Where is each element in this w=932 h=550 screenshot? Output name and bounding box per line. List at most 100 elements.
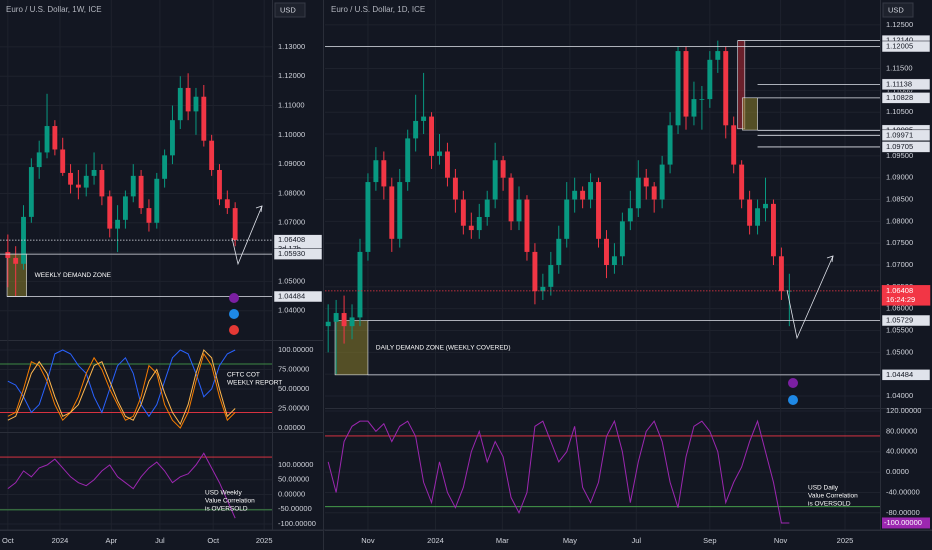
candle-body	[52, 126, 58, 150]
event-icon[interactable]	[229, 309, 239, 319]
event-icon[interactable]	[229, 325, 239, 335]
x-tick-label: Jul	[155, 536, 165, 545]
event-icon[interactable]	[788, 395, 798, 405]
candle-body	[556, 238, 562, 266]
candle-body	[643, 177, 649, 187]
x-tick-label: May	[563, 536, 577, 545]
y-tick-label: 75.00000	[278, 364, 309, 373]
y-tick-label: 1.10000	[278, 130, 305, 139]
candle-body	[444, 151, 450, 178]
candle-body	[60, 149, 66, 173]
candle-body	[747, 199, 753, 226]
candle-body	[452, 177, 458, 200]
y-tick-label: 1.05000	[886, 347, 913, 356]
candle-body	[524, 199, 530, 252]
candle-body	[209, 140, 215, 170]
level-label: 1.10828	[886, 93, 913, 102]
candle-body	[627, 208, 633, 222]
candle-body	[635, 177, 641, 209]
candle-body	[21, 216, 26, 264]
y-tick-label: 80.00000	[886, 426, 917, 435]
y-tick-label: 120.00000	[886, 406, 921, 415]
candle-body	[484, 199, 490, 217]
candle-body	[5, 252, 11, 258]
candle-body	[397, 182, 403, 239]
annotation: USD Daily	[808, 485, 839, 492]
candle-body	[763, 203, 768, 209]
candle-body	[500, 160, 506, 178]
candle-body	[651, 186, 657, 200]
y-tick-label: 50.00000	[278, 475, 309, 484]
event-icon[interactable]	[788, 378, 798, 388]
y-tick-label: 100.00000	[278, 345, 313, 354]
y-tick-label: 1.10500	[886, 107, 913, 116]
level-label: 1.09971	[886, 130, 913, 139]
axis-unit: USD	[888, 5, 904, 14]
candle-body	[44, 126, 50, 153]
candle-body	[83, 175, 89, 188]
y-tick-label: 1.11500	[886, 64, 913, 73]
annotation: is OVERSOLD	[205, 506, 248, 513]
level-label-box	[273, 290, 323, 303]
y-tick-label: 50.00000	[278, 384, 309, 393]
y-tick-label: 1.07000	[278, 218, 305, 227]
candle-body	[75, 184, 81, 188]
y-tick-label: 1.09500	[886, 151, 913, 160]
candle-body	[611, 256, 617, 266]
candle-body	[468, 225, 474, 231]
y-tick-label: 40.00000	[886, 447, 917, 456]
candle-body	[437, 151, 442, 156]
y-tick-label: 1.05500	[886, 325, 913, 334]
level-label: 1.05930	[278, 249, 305, 258]
level-label: 1.12140	[886, 36, 913, 45]
level-label: 1.06408	[886, 286, 913, 295]
candle-body	[389, 186, 395, 239]
level-label: 1.11138	[886, 79, 912, 88]
x-tick-label: Oct	[2, 536, 15, 545]
candle-body	[201, 96, 207, 141]
candle-body	[170, 120, 175, 156]
zone-label: DAILY DEMAND ZONE (WEEKLY COVERED)	[376, 344, 511, 351]
candle-body	[691, 99, 697, 117]
candle-body	[193, 96, 199, 112]
x-tick-label: 2024	[427, 536, 444, 545]
y-tick-label: 1.08500	[886, 195, 913, 204]
level-label-box	[881, 369, 931, 381]
candle-body	[349, 317, 355, 327]
zone	[742, 97, 758, 131]
candle-body	[381, 160, 387, 187]
y-tick-label: -80.00000	[886, 508, 920, 517]
y-tick-label: 0.0000	[886, 467, 909, 476]
level-label-box	[881, 92, 931, 104]
candle-body	[138, 175, 144, 209]
candle-body	[572, 190, 578, 200]
candle-body	[532, 251, 538, 292]
candle-body	[675, 51, 681, 126]
event-icon[interactable]	[229, 293, 239, 303]
candle-body	[405, 138, 411, 183]
candle-body	[146, 208, 152, 223]
indicator-line	[327, 419, 790, 524]
y-tick-label: -40.00000	[886, 487, 920, 496]
level-label: 1.04484	[278, 291, 305, 300]
candle-body	[68, 172, 73, 185]
level-label-box	[881, 285, 931, 306]
arrow-head	[255, 205, 263, 213]
mark-layer	[0, 40, 880, 524]
candle-body	[232, 208, 238, 241]
candle-body	[731, 125, 737, 165]
y-tick-label: 0.00000	[278, 423, 305, 432]
candle-body	[707, 59, 713, 100]
candle-body	[476, 216, 482, 231]
y-tick-label: -100.00000	[278, 519, 316, 528]
y-tick-label: 1.07000	[886, 260, 913, 269]
chart-title: Euro / U.S. Dollar, 1D, ICE	[331, 5, 425, 14]
candle-body	[325, 321, 331, 327]
candle-body	[508, 177, 514, 222]
candle-body	[683, 51, 689, 117]
candle-body	[659, 164, 665, 200]
candle-body	[492, 160, 498, 200]
candle-body	[373, 160, 379, 183]
y-tick-label: 100.00000	[278, 460, 313, 469]
